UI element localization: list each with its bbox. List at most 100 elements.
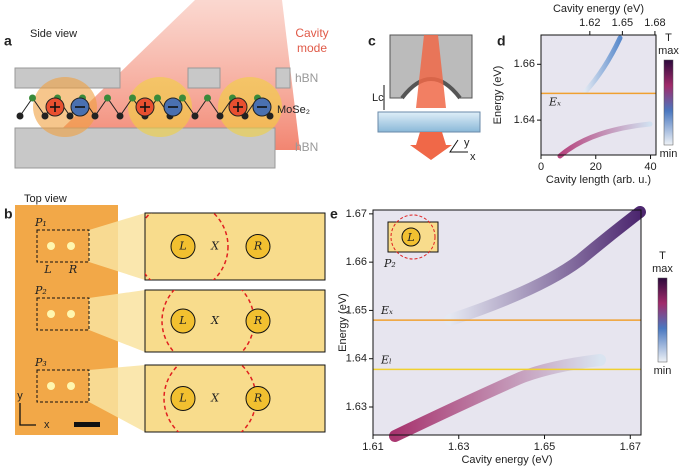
atom	[266, 112, 274, 120]
zoom-label: L	[178, 240, 186, 253]
spot	[67, 310, 75, 318]
atom	[41, 112, 49, 120]
emitter	[245, 386, 271, 411]
layer-label: MoSe₂	[277, 104, 310, 116]
zoom-label: X	[210, 314, 220, 327]
reference-label: Eₓ	[548, 95, 561, 108]
panel-letter: d	[497, 33, 506, 49]
laser-beam	[416, 35, 446, 108]
emitter	[245, 308, 271, 334]
axis-arrows	[19, 403, 36, 426]
zoom-label: L	[178, 314, 186, 327]
exciton-cloud	[218, 77, 282, 137]
atom	[129, 94, 136, 102]
zoom-label: X	[210, 392, 220, 405]
panel-title: Side view	[30, 28, 77, 40]
spot-label: R	[68, 263, 77, 276]
x2-tick-label: 1.65	[612, 17, 633, 29]
site-label: P₃	[34, 356, 47, 369]
y-tick-label: 1.64	[514, 114, 535, 126]
polariton-branch	[582, 35, 623, 95]
atom	[104, 94, 111, 102]
colorbar-min: min	[660, 148, 678, 160]
colorbar-min: min	[654, 365, 672, 377]
cavity-label: mode	[297, 41, 327, 55]
schematics	[14, 0, 481, 435]
site-label: P₂	[34, 284, 47, 297]
spot-label: L	[43, 263, 51, 276]
y-tick-label: 1.67	[346, 208, 367, 220]
spot	[67, 382, 75, 390]
atom	[204, 94, 211, 102]
x-axis-title: Cavity length (arb. u.)	[546, 174, 651, 186]
x-tick-label: 1.61	[362, 441, 383, 453]
panel-letter: c	[368, 33, 376, 49]
panel-letter: b	[4, 206, 13, 222]
colorbar-max: max	[652, 263, 673, 275]
hbn-top	[187, 67, 221, 89]
atom	[91, 112, 99, 120]
site-box	[36, 229, 90, 263]
axis-label: x	[44, 419, 50, 431]
spot	[67, 242, 75, 250]
inset-mode	[391, 215, 435, 259]
emitter	[170, 386, 196, 411]
x2-axis-title: Cavity energy (eV)	[553, 3, 644, 15]
polariton-branch	[389, 354, 606, 442]
plot-frame	[372, 209, 642, 436]
x2-tick-label: 1.62	[579, 17, 600, 29]
polariton-branch	[444, 206, 646, 326]
zoom-label: R	[253, 392, 262, 405]
gap-label: Lc	[372, 92, 384, 104]
out-beam	[410, 132, 452, 160]
zoom-label: R	[253, 240, 262, 253]
atom	[216, 112, 224, 120]
exciton-cloud	[33, 77, 97, 137]
panel-letter: a	[4, 33, 12, 49]
axis-arrows	[449, 139, 468, 153]
site-label: P₁	[34, 216, 47, 229]
y-tick-label: 1.64	[346, 353, 367, 365]
site-box	[36, 369, 90, 403]
zoom-connector	[89, 365, 145, 432]
mode-profile	[145, 213, 229, 280]
x-tick-label: 20	[590, 161, 602, 173]
colorbar-title: T	[659, 250, 666, 262]
y-tick-label: 1.65	[346, 304, 367, 316]
y-tick-label: 1.66	[514, 58, 535, 70]
emitter	[245, 234, 271, 259]
zoom-label: X	[210, 240, 220, 253]
colorbar	[663, 59, 674, 146]
atom	[116, 112, 124, 120]
panel-letter: e	[330, 206, 338, 222]
panel-title: Top view	[24, 193, 67, 205]
y-tick-label: 1.63	[346, 401, 367, 413]
polariton-branch	[557, 121, 653, 159]
reference-label: Eₗ	[380, 353, 392, 366]
x2-tick-label: 1.68	[644, 17, 665, 29]
x-axis-title: Cavity energy (eV)	[461, 454, 552, 466]
plot-frame	[540, 34, 657, 156]
emitter	[170, 308, 196, 334]
atom	[29, 94, 36, 102]
spot	[47, 382, 55, 390]
axis-label: y	[464, 137, 470, 149]
atom	[179, 94, 186, 102]
atom	[154, 94, 161, 102]
x-tick-label: 1.65	[534, 441, 555, 453]
spot	[47, 310, 55, 318]
exciton-cloud	[128, 77, 192, 137]
scale-bar	[74, 422, 100, 427]
y-tick-label: 1.66	[346, 256, 367, 268]
colorbar	[657, 277, 668, 363]
atom	[191, 112, 199, 120]
y-axis-title: Energy (eV)	[337, 293, 349, 352]
y-axis-title: Energy (eV)	[492, 66, 504, 125]
colorbar-title: T	[665, 32, 672, 44]
x-tick-label: 1.67	[620, 441, 641, 453]
hbn-bottom	[14, 127, 276, 169]
inset-emitter	[401, 227, 421, 247]
hbn-label: hBN	[295, 71, 318, 85]
inset-label: P₂	[383, 257, 396, 270]
